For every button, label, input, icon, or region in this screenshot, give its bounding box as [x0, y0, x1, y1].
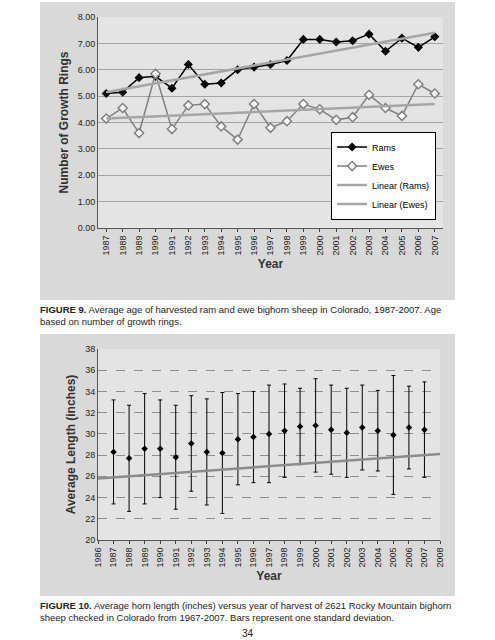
svg-text:1991: 1991 [171, 548, 181, 568]
svg-text:1994: 1994 [216, 236, 226, 256]
svg-text:2007: 2007 [419, 548, 429, 568]
svg-text:4.00: 4.00 [78, 118, 96, 128]
svg-text:1995: 1995 [233, 548, 243, 568]
svg-text:1999: 1999 [298, 236, 308, 256]
html-text:34: 34 [241, 628, 254, 639]
svg-text:1990: 1990 [150, 236, 160, 256]
svg-text:2002: 2002 [342, 548, 352, 568]
svg-text:1996: 1996 [248, 548, 258, 568]
svg-text:1991: 1991 [167, 236, 177, 256]
svg-text:1987: 1987 [108, 548, 118, 568]
svg-text:26: 26 [85, 471, 95, 481]
html-text:FIGURE 9. Average age of harve: FIGURE 9. Average age of harvested ram a… [40, 304, 442, 327]
svg-text:1.00: 1.00 [78, 197, 96, 207]
svg-text:1999: 1999 [295, 548, 305, 568]
svg-text:2003: 2003 [364, 236, 374, 256]
svg-text:2006: 2006 [404, 548, 414, 568]
svg-text:32: 32 [85, 408, 95, 418]
svg-text:Linear (Ewes): Linear (Ewes) [372, 200, 428, 210]
html-text:FIGURE 10. Average horn length: FIGURE 10. Average horn length (inches) … [40, 600, 452, 623]
svg-text:Rams: Rams [372, 143, 396, 153]
svg-text:2003: 2003 [357, 548, 367, 568]
svg-text:2002: 2002 [348, 236, 358, 256]
svg-text:34: 34 [85, 387, 95, 397]
svg-text:24: 24 [85, 493, 95, 503]
svg-text:3.00: 3.00 [78, 144, 96, 154]
svg-text:30: 30 [85, 429, 95, 439]
svg-text:1998: 1998 [279, 548, 289, 568]
svg-text:1993: 1993 [202, 548, 212, 568]
svg-text:1988: 1988 [118, 236, 128, 256]
svg-text:1993: 1993 [200, 236, 210, 256]
svg-text:Linear (Rams): Linear (Rams) [372, 181, 429, 191]
svg-text:2005: 2005 [397, 236, 407, 256]
svg-text:2000: 2000 [315, 236, 325, 256]
svg-text:2004: 2004 [380, 236, 390, 256]
svg-text:1990: 1990 [155, 548, 165, 568]
svg-text:2006: 2006 [413, 236, 423, 256]
svg-text:38: 38 [85, 344, 95, 354]
svg-text:1992: 1992 [183, 236, 193, 256]
svg-text:Year: Year [256, 569, 282, 583]
svg-text:1998: 1998 [282, 236, 292, 256]
svg-text:20: 20 [85, 535, 95, 545]
svg-text:22: 22 [85, 514, 95, 524]
svg-text:1992: 1992 [186, 548, 196, 568]
svg-text:2004: 2004 [373, 548, 383, 568]
svg-text:2008: 2008 [435, 548, 445, 568]
svg-text:1988: 1988 [124, 548, 134, 568]
svg-text:1997: 1997 [264, 548, 274, 568]
svg-text:1987: 1987 [101, 236, 111, 256]
svg-text:7.00: 7.00 [78, 39, 96, 49]
svg-text:1989: 1989 [140, 548, 150, 568]
svg-text:2005: 2005 [388, 548, 398, 568]
svg-text:2001: 2001 [331, 236, 341, 256]
svg-text:2.00: 2.00 [78, 170, 96, 180]
svg-text:0.00: 0.00 [78, 223, 96, 233]
svg-text:8.00: 8.00 [78, 12, 96, 22]
svg-text:28: 28 [85, 450, 95, 460]
svg-text:Average Length (inches): Average Length (inches) [64, 375, 78, 515]
svg-text:2000: 2000 [311, 548, 321, 568]
svg-text:1997: 1997 [265, 236, 275, 256]
svg-text:Number of Growth Rings: Number of Growth Rings [57, 51, 71, 193]
svg-text:Ewes: Ewes [372, 162, 395, 172]
svg-text:5.00: 5.00 [78, 91, 96, 101]
svg-text:1994: 1994 [217, 548, 227, 568]
svg-text:6.00: 6.00 [78, 65, 96, 75]
svg-text:1995: 1995 [233, 236, 243, 256]
svg-text:Year: Year [258, 257, 284, 271]
svg-text:2001: 2001 [326, 548, 336, 568]
svg-text:2007: 2007 [430, 236, 440, 256]
svg-text:1989: 1989 [134, 236, 144, 256]
svg-text:36: 36 [85, 365, 95, 375]
svg-text:1986: 1986 [93, 548, 103, 568]
svg-text:1996: 1996 [249, 236, 259, 256]
